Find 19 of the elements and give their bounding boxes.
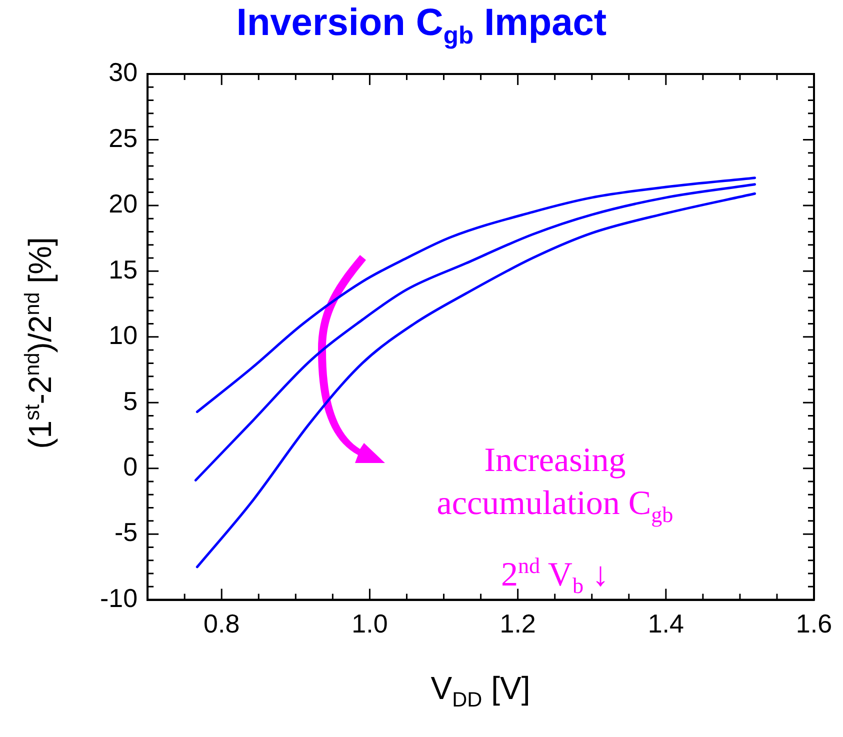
y-tick-label: -5 bbox=[114, 517, 138, 548]
y-tick-label: 5 bbox=[123, 386, 138, 416]
x-tick-label: 1.6 bbox=[796, 608, 832, 639]
x-tick-label: 0.8 bbox=[204, 608, 240, 639]
line-series bbox=[194, 183, 756, 482]
y-tick-label: 20 bbox=[108, 188, 138, 219]
y-tick-label: 25 bbox=[108, 122, 138, 153]
y-tick-label: 15 bbox=[108, 254, 138, 284]
y-tick-label: 10 bbox=[108, 320, 138, 350]
x-tick-label: 1.4 bbox=[648, 608, 684, 639]
y-tick-label: 0 bbox=[123, 452, 138, 482]
chart-title: Inversion C$_{gb}$ Impact bbox=[235, 2, 608, 51]
x-tick-label: 1.0 bbox=[352, 608, 388, 639]
x-tick-label: 1.2 bbox=[500, 608, 536, 639]
y-tick-label: -10 bbox=[100, 582, 138, 613]
annotation: 2$^{nd}$ V$_{b}$ ↓ bbox=[500, 552, 610, 600]
line-series bbox=[196, 176, 756, 414]
x-axis-title: V$_{DD}$ [V] bbox=[430, 670, 532, 712]
y-tick-label: 30 bbox=[108, 57, 138, 88]
